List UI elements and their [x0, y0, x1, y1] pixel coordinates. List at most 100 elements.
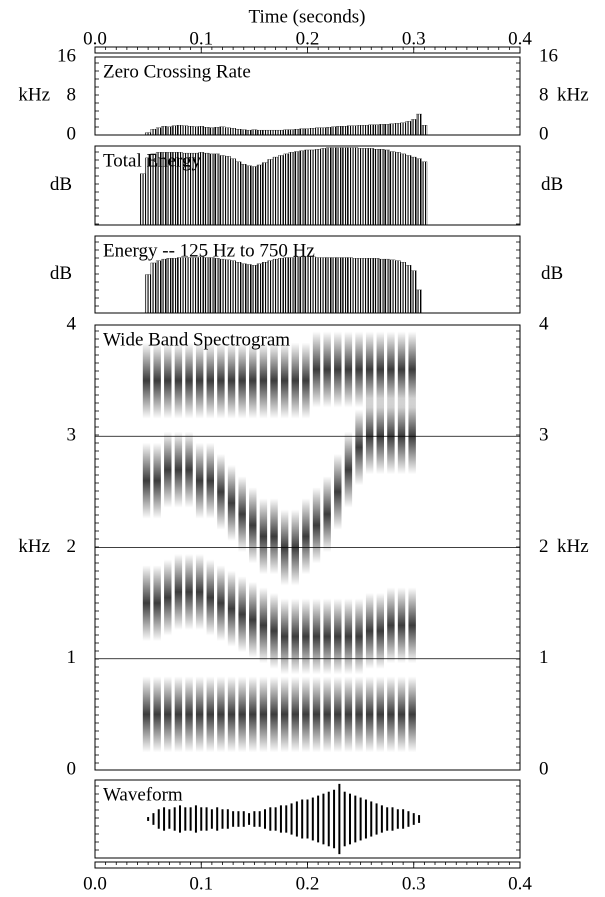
formant-band — [259, 676, 268, 753]
bar — [272, 258, 279, 314]
formant-band — [365, 592, 374, 669]
bar — [283, 129, 290, 136]
bar — [150, 128, 157, 136]
formant-band — [164, 559, 172, 636]
bar — [368, 148, 375, 226]
x-tick-label: 0.1 — [189, 28, 213, 49]
formant-band — [238, 342, 246, 419]
bar — [262, 162, 268, 226]
formant-band — [164, 676, 172, 753]
bar — [304, 128, 311, 136]
formant-band — [376, 398, 384, 475]
bar — [267, 159, 274, 226]
bar — [299, 150, 305, 226]
bar — [182, 257, 189, 314]
formant-band — [249, 487, 257, 564]
bar — [325, 127, 332, 136]
bar — [161, 258, 167, 314]
formant-band — [312, 487, 321, 564]
formant-band — [270, 592, 278, 669]
formant-band — [365, 398, 374, 475]
formant-band — [270, 676, 278, 753]
x-tick-label: 0.3 — [402, 28, 426, 49]
bar — [331, 147, 337, 226]
bar — [304, 149, 311, 226]
formant-band — [334, 676, 342, 753]
formant-band — [195, 442, 204, 519]
bar — [251, 265, 258, 314]
formant-band — [206, 442, 214, 519]
bar — [421, 125, 428, 136]
bar — [240, 263, 247, 314]
formant-band — [195, 342, 204, 419]
x-tick-label: 0.4 — [508, 28, 532, 49]
y-tick-label-right: 16 — [539, 45, 558, 66]
bar — [373, 149, 380, 226]
bar — [405, 121, 412, 136]
bar — [193, 257, 199, 314]
formant-band — [227, 465, 236, 541]
formant-band — [302, 676, 310, 753]
formant-band — [270, 498, 278, 575]
x-tick-label: 0.0 — [83, 28, 107, 49]
bar — [294, 151, 300, 226]
formant-band — [408, 587, 416, 664]
formant-band — [344, 431, 353, 508]
bar — [389, 151, 396, 226]
y-tick-label: 16 — [57, 45, 76, 66]
bar — [410, 119, 417, 136]
panel-title: Waveform — [103, 784, 183, 805]
bar — [288, 152, 295, 226]
bar — [145, 132, 151, 136]
formant-band — [195, 554, 204, 630]
bar — [240, 129, 247, 136]
formant-band — [323, 676, 331, 753]
formant-band — [376, 331, 384, 408]
bar — [267, 129, 274, 136]
y-axis-label-right: dB — [541, 174, 563, 195]
bar — [347, 125, 353, 136]
bar — [315, 127, 321, 136]
formant-band — [238, 576, 246, 653]
bar — [161, 126, 167, 136]
formant-band — [397, 676, 406, 753]
bar — [214, 127, 220, 136]
bar — [363, 148, 369, 226]
bar — [304, 256, 311, 314]
bar — [357, 258, 364, 314]
formant-band — [195, 676, 204, 753]
formant-band — [164, 431, 172, 508]
formant-band — [249, 676, 257, 753]
formant-band — [387, 398, 395, 475]
bar — [203, 127, 210, 136]
formant-band — [291, 598, 299, 675]
bar — [219, 126, 226, 136]
bar — [379, 124, 385, 136]
formant-band — [153, 342, 161, 419]
bar — [140, 173, 146, 226]
bar — [187, 126, 194, 136]
y-axis-label-right: kHz — [557, 84, 589, 105]
formant-band — [312, 598, 321, 675]
bar — [145, 274, 151, 314]
bar — [347, 147, 353, 226]
formant-band — [344, 676, 353, 753]
bar — [177, 257, 183, 314]
bar — [225, 127, 231, 136]
formant-band — [217, 453, 225, 530]
bar — [272, 129, 279, 136]
x-tick-label: 0.4 — [508, 873, 532, 894]
bar — [203, 152, 210, 226]
y-tick-label-right: 1 — [539, 647, 549, 668]
bar — [363, 258, 369, 314]
formant-band — [164, 342, 172, 419]
bar — [395, 260, 401, 314]
bar — [267, 260, 274, 314]
bar — [182, 125, 189, 136]
bar — [166, 126, 173, 136]
bar — [357, 125, 364, 136]
formant-band — [312, 331, 321, 408]
bar — [299, 256, 305, 314]
bar — [310, 256, 316, 314]
bar — [155, 260, 162, 314]
